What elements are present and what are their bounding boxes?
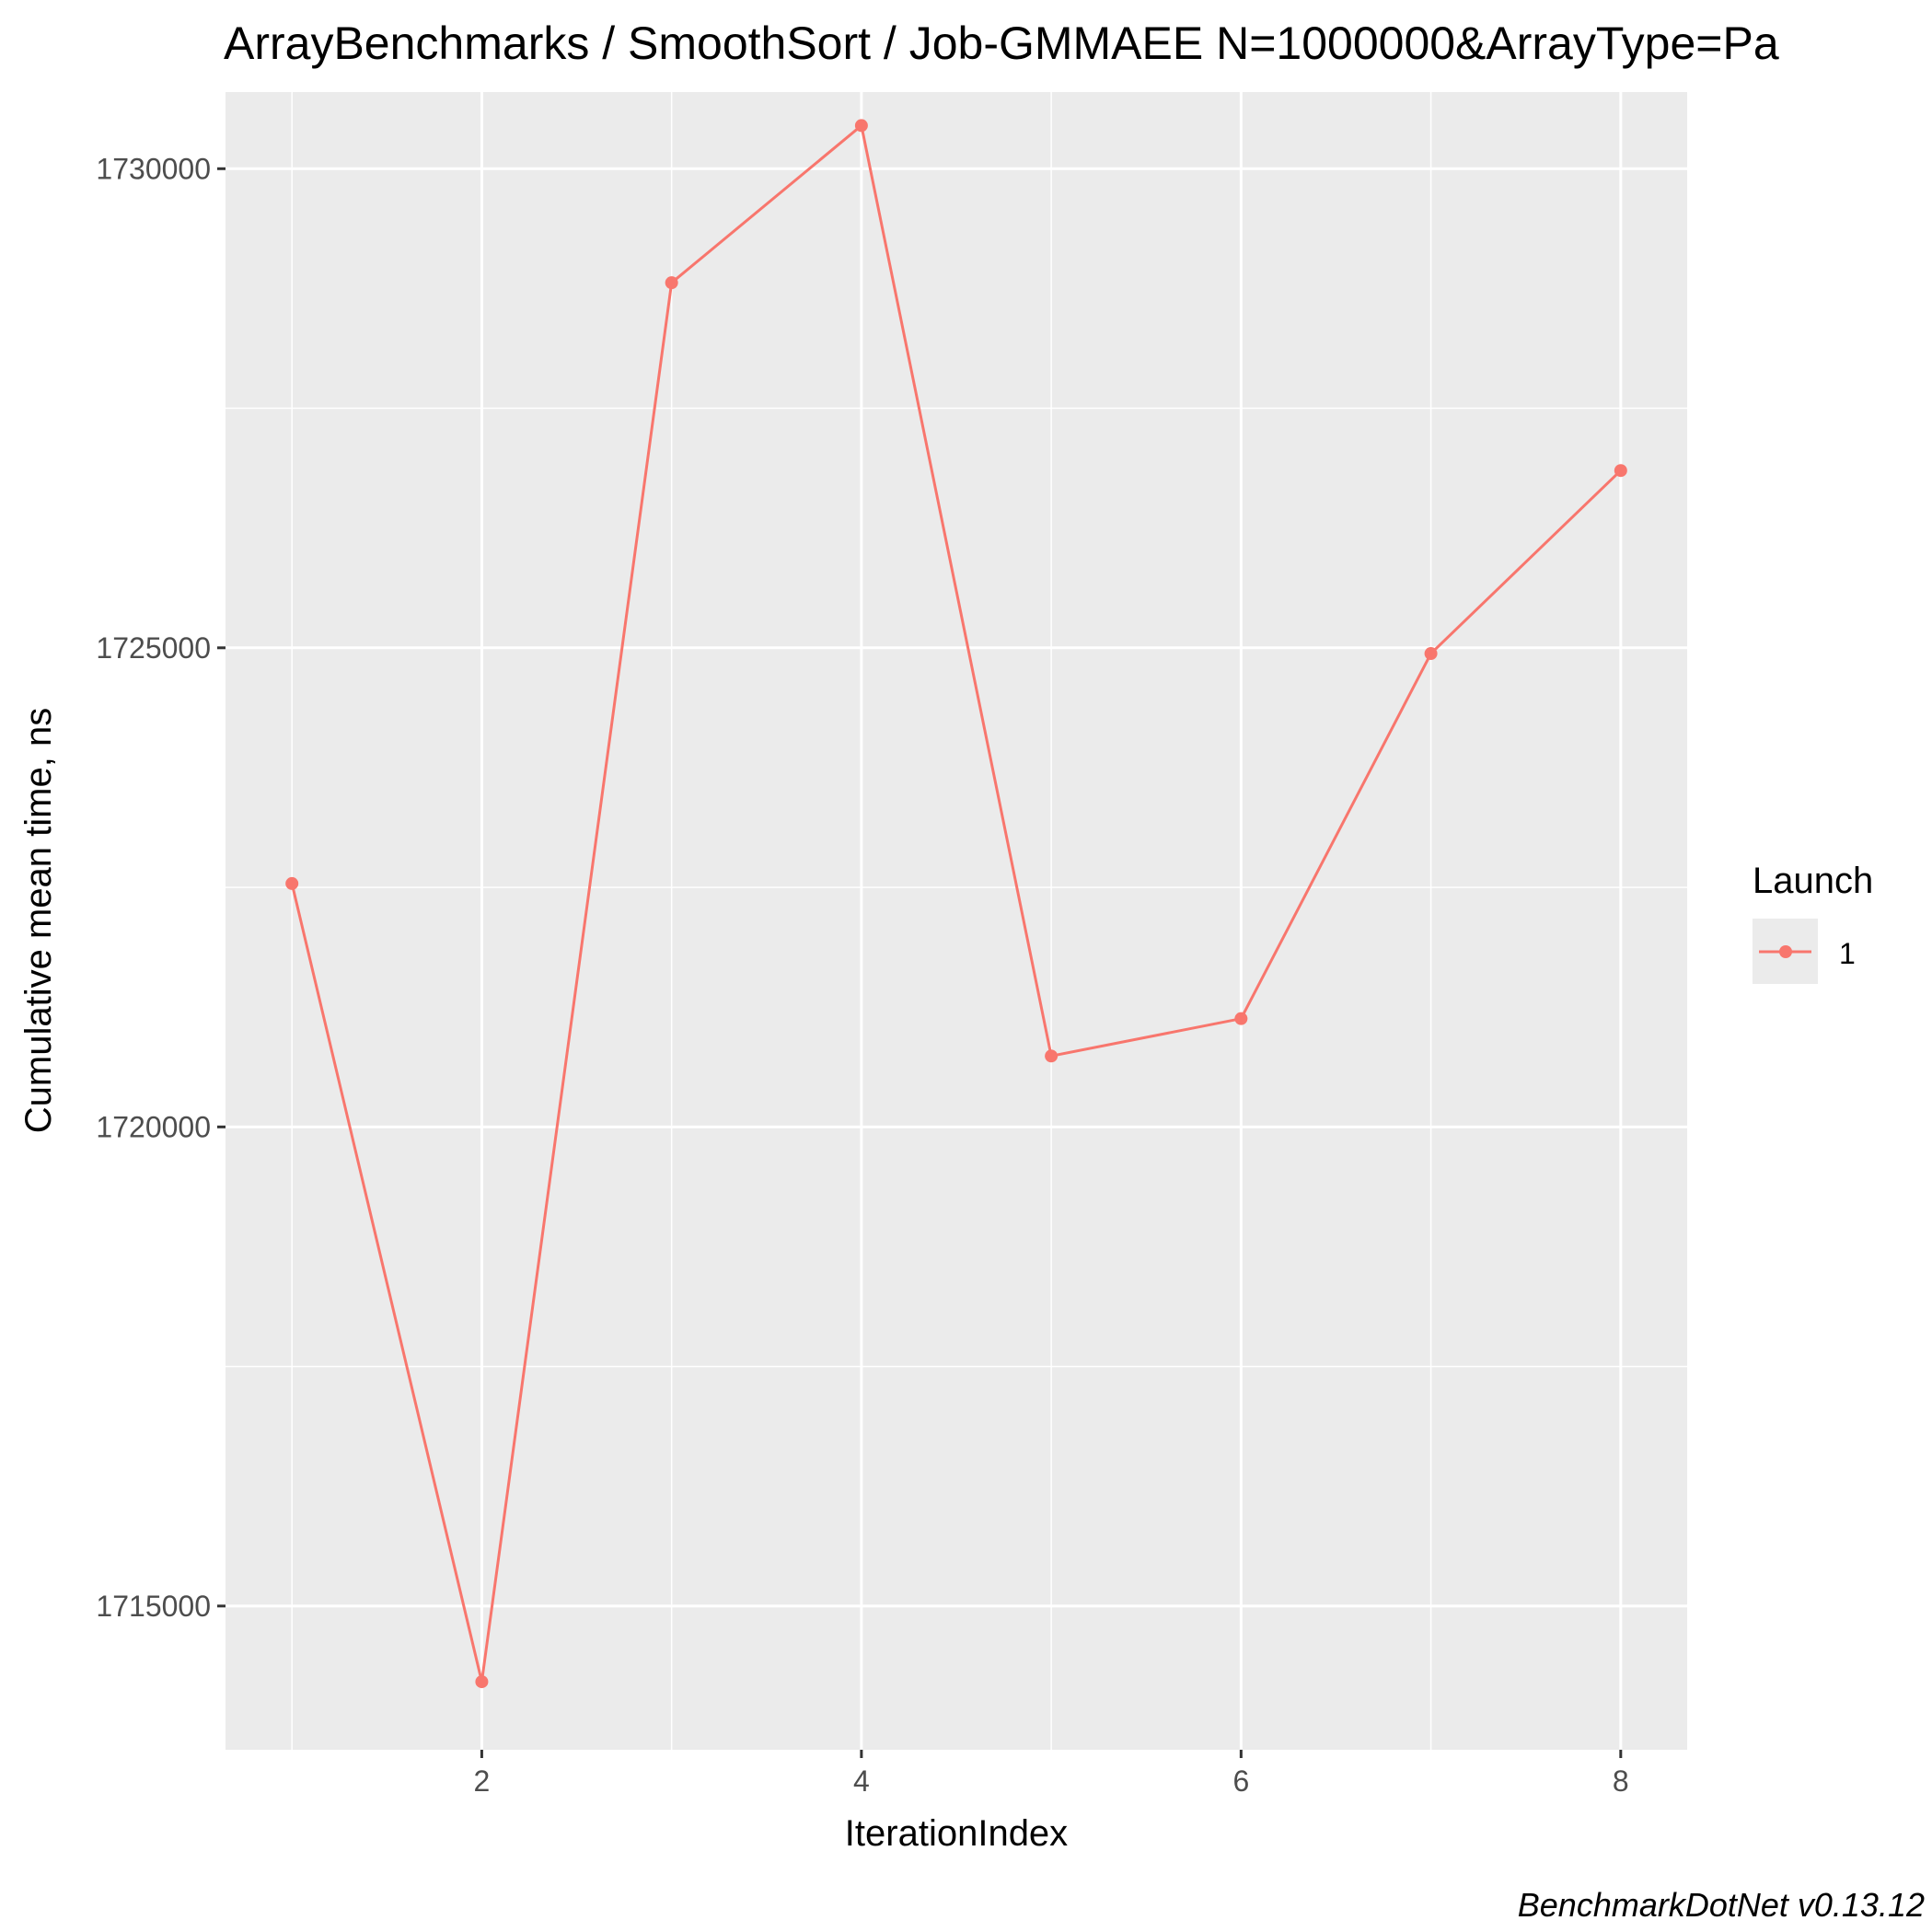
data-point <box>854 119 868 133</box>
y-tick-label: 1715000 <box>96 1590 211 1623</box>
series-lines <box>290 123 1622 1683</box>
legend-key-point <box>1779 945 1792 958</box>
y-tick-label: 1720000 <box>96 1110 211 1143</box>
legend-title: Launch <box>1753 861 1873 901</box>
legend: Launch 1 <box>1753 861 1873 984</box>
legend-label-launch-1: 1 <box>1839 937 1856 970</box>
y-tick-label: 1730000 <box>96 152 211 185</box>
y-axis-title: Cumulative mean time, ns <box>18 708 59 1133</box>
caption: BenchmarkDotNet v0.13.12 <box>1518 1886 1925 1924</box>
data-point <box>1614 464 1627 478</box>
data-point <box>285 876 299 890</box>
data-point <box>1045 1049 1059 1063</box>
chart-title: ArrayBenchmarks / SmoothSort / Job-GMMAE… <box>224 17 1779 69</box>
tick-labels: 2 4 6 8 1715000 1720000 1725000 1730000 <box>96 152 1628 1798</box>
major-gridlines <box>226 92 1687 1750</box>
series-line-launch-1 <box>290 123 1622 1683</box>
data-point <box>1234 1012 1248 1025</box>
x-tick-label: 6 <box>1232 1764 1249 1798</box>
x-axis-title: IterationIndex <box>845 1813 1068 1854</box>
series-points <box>285 119 1627 1689</box>
x-tick-label: 2 <box>474 1764 491 1798</box>
plot-panel <box>226 92 1687 1750</box>
minor-gridlines <box>226 92 1687 1750</box>
x-tick-label: 4 <box>853 1764 870 1798</box>
data-point <box>475 1675 489 1689</box>
axis-ticks <box>217 167 1623 1758</box>
x-tick-label: 8 <box>1613 1764 1629 1798</box>
y-tick-label: 1725000 <box>96 631 211 665</box>
data-point <box>1424 647 1438 661</box>
data-point <box>665 276 678 290</box>
